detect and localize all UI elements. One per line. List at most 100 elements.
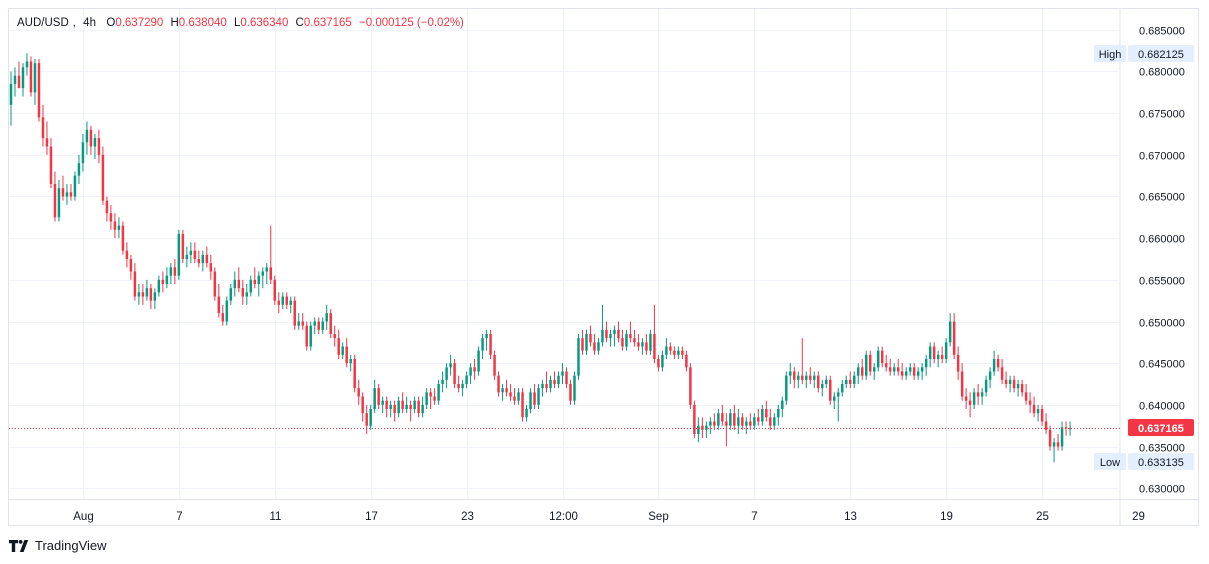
candle [297, 313, 300, 330]
candle-body [37, 63, 41, 118]
candle [581, 329, 584, 355]
candle-body [589, 334, 592, 343]
candle-body [888, 367, 892, 372]
candle [149, 284, 153, 309]
candle-body [853, 375, 856, 384]
candle [237, 267, 241, 293]
candle-body [1040, 409, 1044, 422]
candle [681, 346, 684, 359]
candle-body [1068, 428, 1072, 430]
candle [888, 359, 892, 376]
candle-body [265, 267, 269, 272]
candle [785, 371, 788, 405]
candle-body [257, 275, 261, 284]
candle-body [237, 279, 241, 289]
candle-body [521, 392, 524, 418]
candle [253, 267, 257, 289]
candle-body [433, 396, 436, 401]
candle [109, 204, 113, 230]
candle-body [940, 354, 944, 359]
y-tick-label: 0.645000 [1139, 359, 1185, 371]
candle-body [984, 379, 988, 393]
candle [1064, 421, 1068, 436]
time-axis[interactable]: Aug 7 11 17 23 12:00 Sep 7 13 19 25 29 [73, 511, 1145, 523]
candle [825, 375, 828, 389]
candle-body [1012, 379, 1016, 389]
candle-body [13, 75, 17, 84]
candle [761, 404, 764, 426]
candle-body [45, 138, 49, 147]
x-tick-label: 12:00 [549, 511, 578, 523]
tradingview-brand[interactable]: TradingView [9, 538, 107, 553]
candle-body [900, 371, 904, 376]
candle [181, 229, 185, 264]
candle [908, 363, 912, 376]
candle-body [761, 409, 764, 422]
candle-body [389, 404, 392, 409]
y-tick-label: 0.650000 [1139, 318, 1185, 330]
candle-body [429, 392, 432, 397]
candle-body [741, 417, 744, 426]
candle-body [908, 367, 912, 372]
candle [393, 400, 396, 422]
candle [425, 388, 428, 409]
candle [517, 388, 520, 405]
candle [461, 379, 464, 397]
candle [801, 338, 804, 384]
candle [309, 321, 312, 351]
candle-body [29, 61, 33, 93]
candle [529, 388, 532, 414]
candle-body [397, 400, 400, 414]
candle [813, 371, 816, 389]
candle-body [904, 371, 908, 376]
candle [129, 254, 133, 280]
candle [305, 321, 308, 351]
candle [313, 317, 316, 334]
candle-body [61, 188, 65, 197]
candle [793, 367, 796, 389]
candle-body [1008, 379, 1012, 384]
candle-body [545, 384, 548, 389]
candle [25, 53, 29, 76]
x-tick-label: Sep [648, 511, 668, 523]
candle-body [205, 254, 209, 264]
candle-body [221, 313, 225, 322]
price-axis[interactable]: 0.630000 0.635000 0.640000 0.645000 0.650000… [1139, 26, 1185, 496]
candle [477, 346, 480, 376]
candle-body [1004, 379, 1008, 384]
candle [940, 346, 944, 364]
candle-body [461, 384, 464, 389]
candle [161, 271, 165, 293]
candle-body [1052, 442, 1056, 447]
candle [677, 346, 680, 359]
high-marker-value: 0.682125 [1138, 49, 1184, 61]
candle [621, 329, 624, 351]
candle-body [393, 404, 396, 414]
candle [13, 67, 17, 97]
x-tick-label: 23 [461, 511, 474, 523]
x-tick-label: Aug [73, 511, 93, 523]
candle-body [673, 350, 676, 355]
candle [429, 388, 432, 409]
high-label: H [170, 17, 179, 29]
candle [225, 296, 229, 326]
candle [789, 363, 792, 384]
candle [944, 338, 948, 364]
candle [805, 371, 808, 389]
candle [1004, 371, 1008, 389]
candle-body [449, 363, 452, 368]
candle [193, 242, 197, 264]
candle-body [948, 321, 952, 343]
x-tick-label: 29 [1132, 511, 1145, 523]
candle [841, 379, 844, 397]
candle-body [781, 400, 784, 409]
high-value: 0.638040 [178, 17, 227, 29]
candle [485, 329, 488, 351]
candle [1044, 413, 1048, 434]
candle-body [93, 138, 97, 147]
candle-body [77, 163, 81, 176]
candle-body [129, 259, 133, 272]
candle-body [573, 375, 576, 401]
candle-body [333, 334, 336, 339]
